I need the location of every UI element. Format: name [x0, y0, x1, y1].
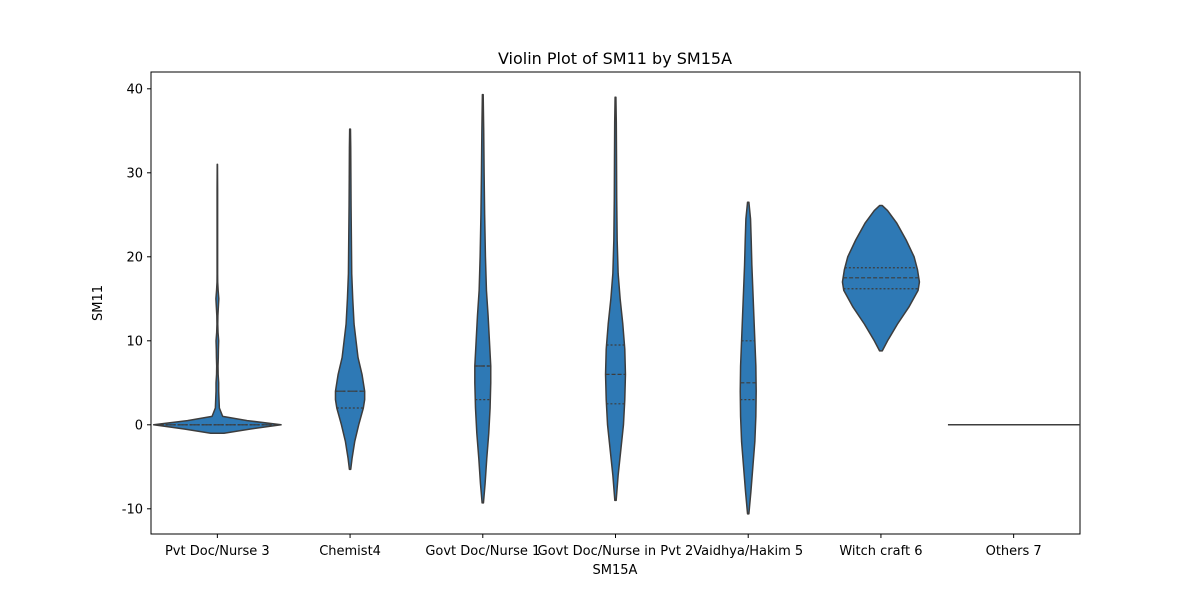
x-tick-label: Others 7: [986, 544, 1042, 559]
violin-body: [739, 201, 757, 515]
violin-body: [604, 96, 627, 502]
y-axis: -10 0 10 20 30 40: [122, 82, 151, 517]
y-tick-label: 0: [135, 418, 143, 433]
violin-vaidhya-hakim-5: [739, 201, 757, 515]
x-axis: Pvt Doc/Nurse 3 Chemist4 Govt Doc/Nurse 1G…: [165, 534, 1042, 559]
x-axis-label: SM15A: [593, 563, 638, 578]
y-tick-label: -10: [122, 502, 143, 517]
violin-body: [334, 128, 366, 471]
x-tick-label: Vaidhya/Hakim 5: [693, 544, 803, 559]
violin-chemist4: [334, 128, 366, 471]
violin-witch-craft-6: [841, 204, 921, 352]
plot-area: [152, 93, 1080, 515]
violin-pvt-doc-nurse-3: [152, 163, 282, 434]
x-tick-label: Pvt Doc/Nurse 3: [165, 544, 270, 559]
x-tick-label: Chemist4: [319, 544, 381, 559]
violin-body: [474, 93, 492, 504]
y-tick-label: 40: [126, 82, 143, 97]
y-tick-label: 30: [126, 166, 143, 181]
violin-body: [152, 163, 282, 434]
x-tick-label: Witch craft 6: [839, 544, 922, 559]
y-tick-label: 20: [126, 250, 143, 265]
y-axis-label: SM11: [91, 285, 106, 321]
x-tick-label: Govt Doc/Nurse in Pvt 2: [538, 544, 694, 559]
chart-title: Violin Plot of SM11 by SM15A: [498, 49, 732, 68]
y-tick-label: 10: [126, 334, 143, 349]
violin-govt-doc-nurse-1: [474, 93, 492, 504]
violin-govt-doc-nurse-in-pvt-2: [604, 96, 627, 502]
x-tick-label: Govt Doc/Nurse 1: [425, 544, 540, 559]
